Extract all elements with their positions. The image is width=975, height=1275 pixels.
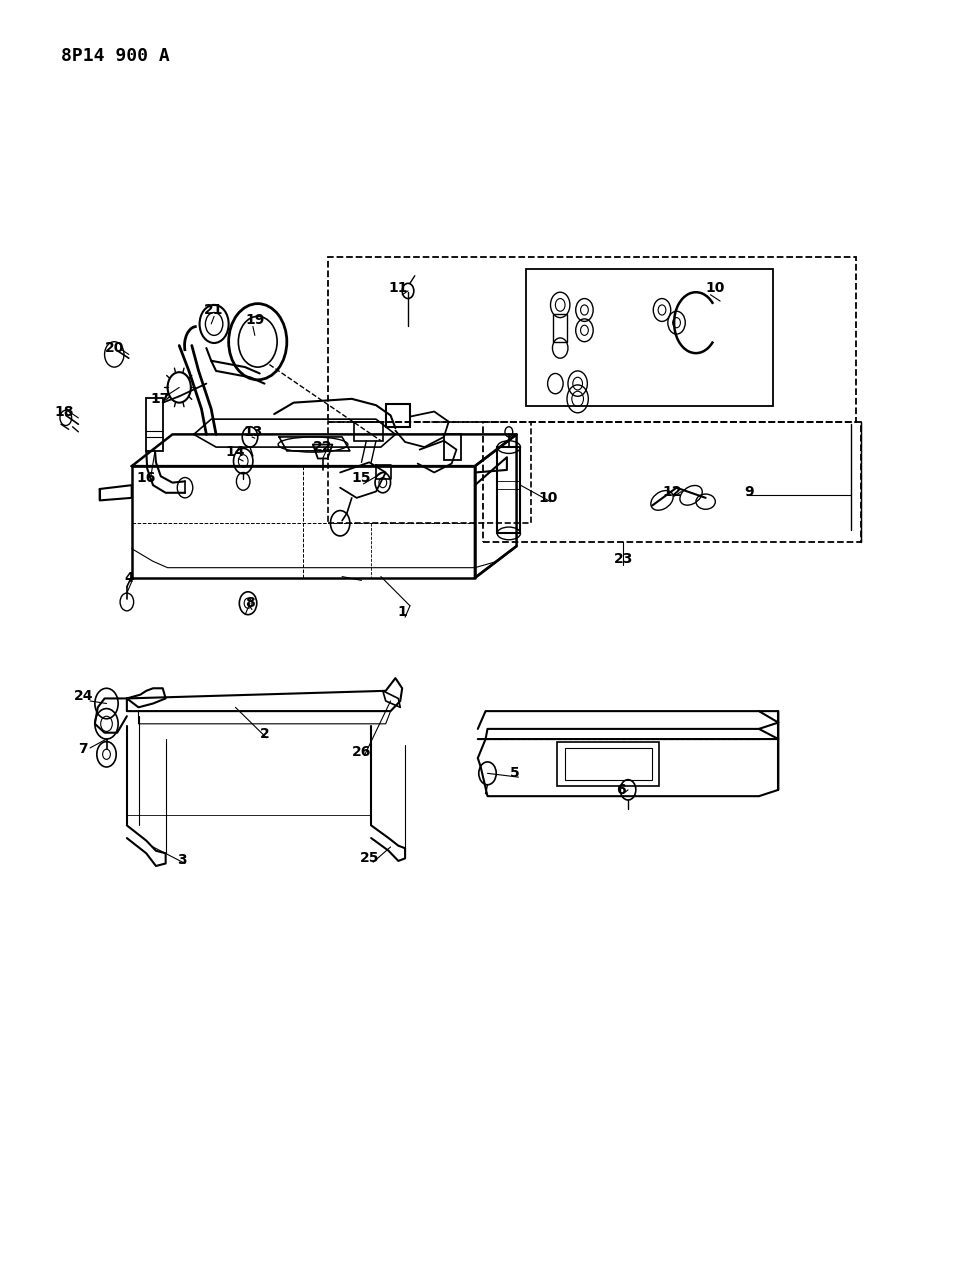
Bar — [146, 398, 163, 451]
Text: 26: 26 — [352, 745, 371, 759]
Text: 14: 14 — [225, 445, 245, 459]
Text: 16: 16 — [136, 470, 156, 484]
Bar — [444, 435, 461, 460]
Text: 20: 20 — [104, 342, 124, 354]
Text: 17: 17 — [150, 391, 170, 405]
Bar — [354, 422, 383, 441]
Text: 25: 25 — [360, 852, 379, 866]
Bar — [526, 269, 773, 407]
Text: 10: 10 — [539, 491, 559, 505]
Bar — [328, 422, 531, 523]
Bar — [497, 448, 521, 533]
Text: 22: 22 — [313, 440, 332, 454]
Bar — [554, 314, 567, 342]
Bar — [386, 404, 410, 427]
Text: 2: 2 — [259, 727, 269, 741]
Text: 12: 12 — [662, 484, 682, 499]
Text: 18: 18 — [54, 404, 73, 418]
Text: 4: 4 — [124, 571, 134, 585]
Text: 5: 5 — [510, 766, 520, 780]
Bar — [558, 742, 659, 785]
Text: 8: 8 — [245, 597, 254, 611]
Bar — [566, 748, 652, 780]
Text: 21: 21 — [205, 303, 224, 317]
Text: 10: 10 — [706, 282, 725, 296]
Text: 24: 24 — [73, 688, 93, 703]
Text: 9: 9 — [745, 484, 754, 499]
Text: 1: 1 — [398, 606, 408, 620]
Text: 8P14 900 A: 8P14 900 A — [61, 47, 170, 65]
Text: 13: 13 — [243, 425, 262, 439]
Text: 23: 23 — [613, 552, 633, 566]
Text: 6: 6 — [616, 783, 626, 797]
Text: 3: 3 — [177, 853, 187, 867]
Text: 7: 7 — [78, 742, 88, 756]
Text: 11: 11 — [389, 282, 409, 296]
Text: 15: 15 — [352, 470, 371, 484]
Bar — [483, 422, 861, 542]
Text: 19: 19 — [245, 314, 264, 328]
Bar — [328, 256, 856, 422]
